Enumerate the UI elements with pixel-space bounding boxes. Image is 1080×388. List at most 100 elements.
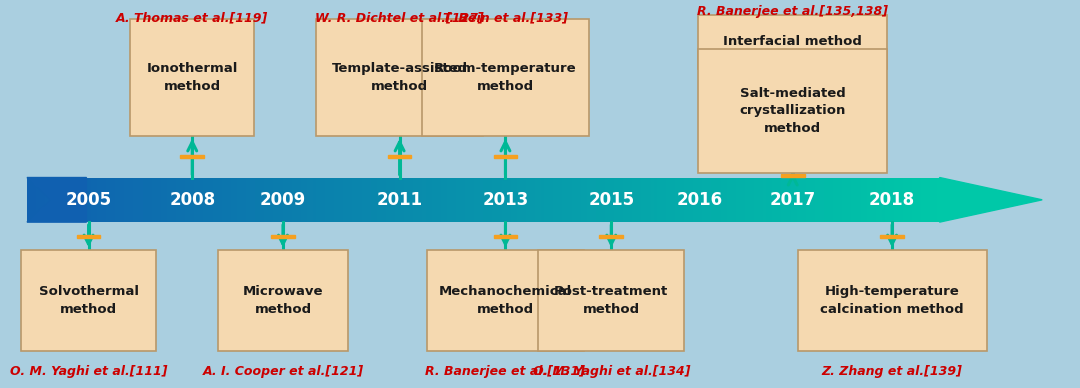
FancyBboxPatch shape (797, 250, 987, 351)
Bar (815, 178, 820, 222)
Bar (913, 178, 917, 222)
Bar (201, 178, 205, 222)
Bar (352, 178, 357, 222)
Bar (158, 178, 162, 222)
Bar (76, 178, 80, 222)
Bar (280, 178, 284, 222)
Bar (794, 178, 798, 222)
Bar (501, 178, 507, 222)
Bar (261, 178, 266, 222)
Bar (258, 178, 262, 222)
Bar (797, 178, 801, 222)
Bar (146, 178, 150, 222)
Bar (380, 178, 384, 222)
Bar (72, 178, 78, 222)
Bar (559, 178, 564, 222)
Bar (134, 178, 138, 222)
Bar (434, 178, 440, 222)
Bar (151, 178, 157, 222)
Bar (243, 178, 247, 222)
Bar (720, 178, 726, 222)
FancyBboxPatch shape (698, 48, 887, 173)
Bar (325, 178, 329, 222)
Text: Template-assisted
method: Template-assisted method (332, 62, 468, 93)
Bar (881, 178, 887, 222)
Bar (127, 178, 132, 222)
Bar (508, 178, 512, 222)
Bar (623, 178, 627, 222)
Text: Mechanochemical
method: Mechanochemical method (438, 286, 572, 316)
Bar (851, 178, 856, 222)
Bar (252, 178, 257, 222)
Bar (918, 178, 923, 222)
Bar (617, 178, 622, 222)
Bar (216, 178, 220, 222)
Bar (283, 178, 287, 222)
Bar (39, 178, 44, 222)
Text: 2016: 2016 (677, 191, 723, 209)
Bar (407, 178, 411, 222)
Text: Ionothermal
method: Ionothermal method (147, 62, 238, 93)
Bar (529, 178, 534, 222)
Bar (225, 178, 229, 222)
Bar (337, 178, 342, 222)
Bar (593, 178, 597, 222)
Bar (626, 178, 631, 222)
Bar (465, 178, 470, 222)
Bar (764, 178, 768, 222)
Bar (705, 178, 710, 222)
Bar (60, 178, 65, 222)
Bar (27, 178, 31, 222)
Bar (340, 178, 345, 222)
Bar (687, 178, 692, 222)
Bar (33, 178, 38, 222)
Bar (772, 178, 777, 222)
Bar (931, 178, 935, 222)
Bar (635, 178, 640, 222)
Bar (818, 178, 823, 222)
Bar (313, 178, 318, 222)
Text: A. Thomas et al.[119]: A. Thomas et al.[119] (117, 11, 268, 24)
Text: 2005: 2005 (66, 191, 111, 209)
Bar (136, 178, 141, 222)
Bar (179, 178, 184, 222)
Bar (441, 178, 445, 222)
Bar (633, 178, 637, 222)
Bar (316, 178, 321, 222)
Bar (526, 178, 530, 222)
Bar (915, 178, 920, 222)
Bar (119, 178, 123, 222)
Bar (499, 178, 503, 222)
Bar (67, 178, 71, 222)
Bar (106, 178, 111, 222)
Bar (782, 178, 786, 222)
Bar (514, 178, 518, 222)
Bar (79, 178, 83, 222)
Bar (690, 178, 694, 222)
Bar (300, 178, 306, 222)
Bar (787, 178, 792, 222)
Bar (307, 178, 311, 222)
Bar (885, 178, 890, 222)
Bar (310, 178, 314, 222)
FancyBboxPatch shape (698, 15, 887, 69)
Bar (265, 178, 269, 222)
Bar (198, 178, 202, 222)
Text: 2008: 2008 (170, 191, 215, 209)
Bar (681, 178, 686, 222)
Bar (846, 178, 850, 222)
Bar (453, 178, 458, 222)
Bar (149, 178, 153, 222)
Bar (121, 178, 126, 222)
Bar (663, 178, 667, 222)
Bar (697, 178, 701, 222)
Bar (511, 178, 515, 222)
Bar (362, 178, 366, 222)
Bar (343, 178, 348, 222)
Bar (541, 178, 545, 222)
Bar (745, 178, 750, 222)
Bar (298, 178, 302, 222)
Text: 2013: 2013 (483, 191, 528, 209)
Bar (858, 178, 862, 222)
Bar (924, 178, 929, 222)
